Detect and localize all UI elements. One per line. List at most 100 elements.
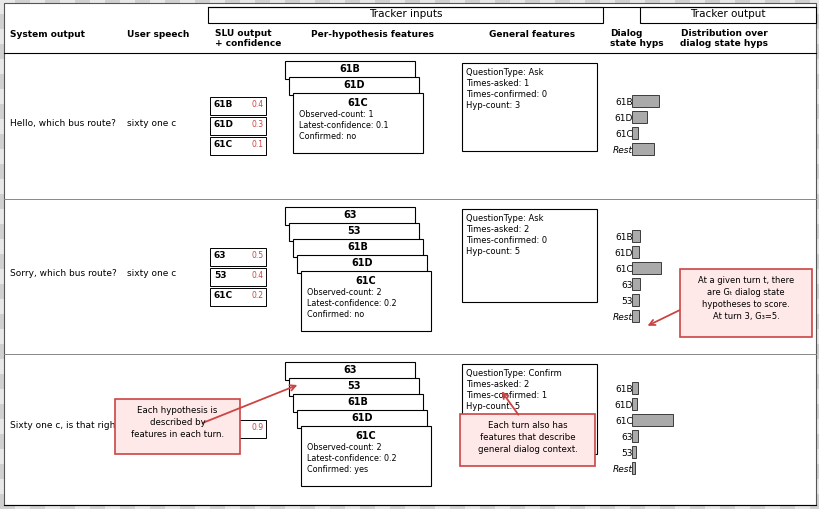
Bar — [704, 150, 719, 165]
Bar — [15, 374, 30, 389]
Bar — [524, 240, 540, 254]
Bar — [524, 404, 540, 419]
Bar — [345, 15, 360, 30]
Bar — [659, 389, 674, 404]
Bar — [434, 30, 450, 45]
Bar — [360, 254, 374, 269]
Bar — [329, 240, 345, 254]
Bar — [659, 60, 674, 75]
Bar — [15, 60, 30, 75]
Bar — [764, 374, 779, 389]
Bar — [75, 315, 90, 329]
Bar — [479, 150, 495, 165]
Bar — [464, 30, 479, 45]
Bar — [764, 165, 779, 180]
Bar — [210, 315, 224, 329]
Bar — [255, 194, 269, 210]
Bar — [90, 449, 105, 464]
Bar — [15, 315, 30, 329]
Bar — [524, 344, 540, 359]
Bar — [584, 344, 600, 359]
Bar — [45, 90, 60, 105]
Bar — [629, 359, 645, 374]
Bar — [419, 329, 434, 344]
Bar — [419, 344, 434, 359]
Bar — [809, 30, 819, 45]
Bar — [269, 254, 285, 269]
Bar — [749, 389, 764, 404]
Bar — [704, 240, 719, 254]
Bar — [180, 224, 195, 240]
Bar — [495, 374, 509, 389]
Bar — [450, 240, 464, 254]
Bar — [195, 494, 210, 509]
Bar — [524, 105, 540, 120]
Text: Rest: Rest — [613, 464, 632, 473]
Bar — [195, 404, 210, 419]
Bar — [614, 434, 629, 449]
Bar — [90, 254, 105, 269]
Bar — [659, 374, 674, 389]
Bar — [240, 150, 255, 165]
Bar — [300, 90, 314, 105]
Bar — [360, 120, 374, 135]
Bar — [674, 90, 689, 105]
Bar — [105, 224, 120, 240]
Bar — [645, 180, 659, 194]
Bar — [210, 288, 265, 306]
Bar — [629, 224, 645, 240]
Bar — [15, 165, 30, 180]
Bar — [554, 389, 569, 404]
Bar — [600, 404, 614, 419]
Bar — [45, 135, 60, 150]
Bar — [314, 135, 329, 150]
Bar — [509, 180, 524, 194]
Bar — [135, 150, 150, 165]
Bar — [461, 64, 596, 151]
Bar — [269, 434, 285, 449]
Bar — [360, 389, 374, 404]
Bar — [764, 90, 779, 105]
Bar — [180, 254, 195, 269]
Bar — [180, 315, 195, 329]
Bar — [374, 389, 390, 404]
Bar — [224, 30, 240, 45]
Bar — [210, 15, 224, 30]
Bar — [120, 194, 135, 210]
Bar — [285, 464, 300, 479]
Bar — [150, 45, 165, 60]
Bar — [569, 254, 584, 269]
Bar — [135, 479, 150, 494]
Bar — [285, 434, 300, 449]
Text: 0.2: 0.2 — [251, 290, 264, 299]
Bar — [540, 434, 554, 449]
Bar — [360, 449, 374, 464]
Bar — [600, 389, 614, 404]
Text: Hello, which bus route?: Hello, which bus route? — [10, 118, 115, 127]
Bar — [629, 60, 645, 75]
Bar — [0, 359, 15, 374]
Bar — [329, 75, 345, 90]
Bar — [165, 299, 180, 315]
Bar — [495, 329, 509, 344]
Bar — [554, 344, 569, 359]
Bar — [704, 434, 719, 449]
Bar — [180, 449, 195, 464]
Bar — [374, 344, 390, 359]
Bar — [120, 30, 135, 45]
Bar — [629, 374, 645, 389]
Bar — [240, 30, 255, 45]
Bar — [120, 165, 135, 180]
Bar — [794, 419, 809, 434]
Bar — [495, 315, 509, 329]
Bar — [704, 105, 719, 120]
Bar — [165, 120, 180, 135]
Bar — [60, 419, 75, 434]
Bar — [689, 224, 704, 240]
Bar — [645, 150, 659, 165]
Bar — [30, 165, 45, 180]
Bar — [584, 449, 600, 464]
Bar — [150, 285, 165, 299]
Bar — [450, 285, 464, 299]
Bar — [360, 479, 374, 494]
